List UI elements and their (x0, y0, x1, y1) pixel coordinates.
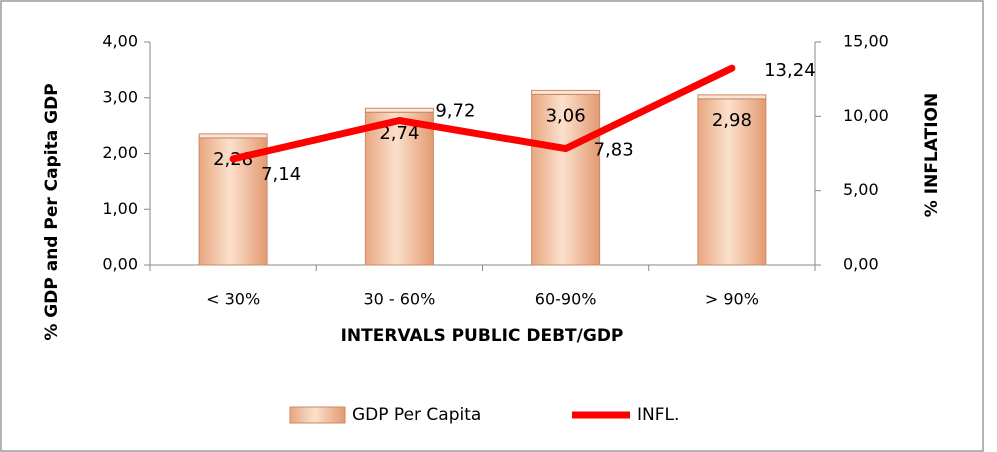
y2-tick-label: 10,00 (843, 106, 889, 125)
y-axis-title: % GDP and Per Capita GDP (42, 83, 62, 340)
x-tick-label: < 30% (206, 290, 260, 309)
line-value-label: 7,83 (594, 140, 634, 161)
x-axis-title: INTERVALS PUBLIC DEBT/GDP (341, 326, 624, 346)
y-tick-label: 3,00 (102, 87, 138, 106)
bar (531, 93, 601, 266)
line-value-label: 7,14 (261, 164, 301, 185)
bar-top (531, 89, 601, 95)
y2-axis-title: % INFLATION (922, 93, 942, 217)
y-tick-label: 0,00 (102, 255, 138, 274)
bar-value-label: 2,98 (712, 110, 752, 131)
bar-value-label: 3,06 (546, 105, 586, 126)
legend-label: INFL. (637, 405, 679, 425)
x-tick-label: 60-90% (535, 290, 597, 309)
line-value-label: 13,24 (764, 60, 816, 81)
bar-top (697, 94, 767, 100)
legend-label: GDP Per Capita (352, 405, 481, 425)
bar (697, 98, 767, 266)
x-tick-label: 30 - 60% (363, 290, 435, 309)
y2-tick-label: 0,00 (843, 255, 879, 274)
bar-value-label: 2,74 (379, 123, 419, 144)
line (229, 64, 736, 163)
y-tick-label: 2,00 (102, 143, 138, 162)
line-value-label: 9,72 (435, 100, 475, 121)
y2-tick-label: 5,00 (843, 180, 879, 199)
x-tick-label: > 90% (705, 290, 759, 309)
bar-top (198, 133, 268, 139)
bar-top (364, 107, 434, 113)
legend-swatch (289, 406, 346, 424)
bar (364, 111, 434, 266)
y-tick-label: 4,00 (102, 32, 138, 51)
y2-tick-label: 15,00 (843, 32, 889, 51)
y-tick-label: 1,00 (102, 199, 138, 218)
